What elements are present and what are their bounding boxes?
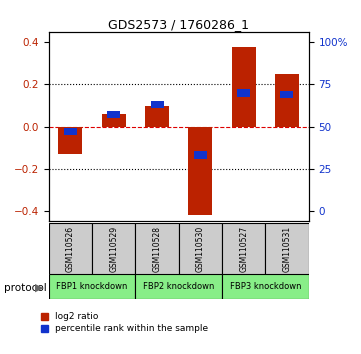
Legend: log2 ratio, percentile rank within the sample: log2 ratio, percentile rank within the s… [41,313,208,333]
Bar [64,128,77,135]
Text: GSM110529: GSM110529 [109,225,118,272]
Bar [237,89,250,97]
Bar [151,101,164,108]
Text: FBP1 knockdown: FBP1 knockdown [56,282,128,291]
Text: FBP2 knockdown: FBP2 knockdown [143,282,214,291]
Bar [232,47,256,127]
Bar [107,111,120,119]
Text: GSM110527: GSM110527 [239,225,248,272]
Text: GSM110531: GSM110531 [283,225,291,272]
Text: GSM110526: GSM110526 [66,225,75,272]
Text: GSM110528: GSM110528 [153,226,161,272]
Title: GDS2573 / 1760286_1: GDS2573 / 1760286_1 [108,18,249,31]
Bar [188,127,212,215]
Bar [58,127,82,154]
Bar [194,152,207,159]
Bar [135,223,179,274]
Bar [102,114,126,127]
Bar [275,74,299,127]
Bar [135,274,222,299]
Bar [92,223,135,274]
Bar [280,91,293,98]
Bar [222,274,309,299]
Bar [222,223,265,274]
Bar [49,223,92,274]
Text: protocol: protocol [4,283,46,293]
Text: ▶: ▶ [35,283,44,293]
Text: GSM110530: GSM110530 [196,225,205,272]
Bar [49,274,135,299]
Bar [145,105,169,127]
Bar [179,223,222,274]
Bar [265,223,309,274]
Text: FBP3 knockdown: FBP3 knockdown [230,282,301,291]
